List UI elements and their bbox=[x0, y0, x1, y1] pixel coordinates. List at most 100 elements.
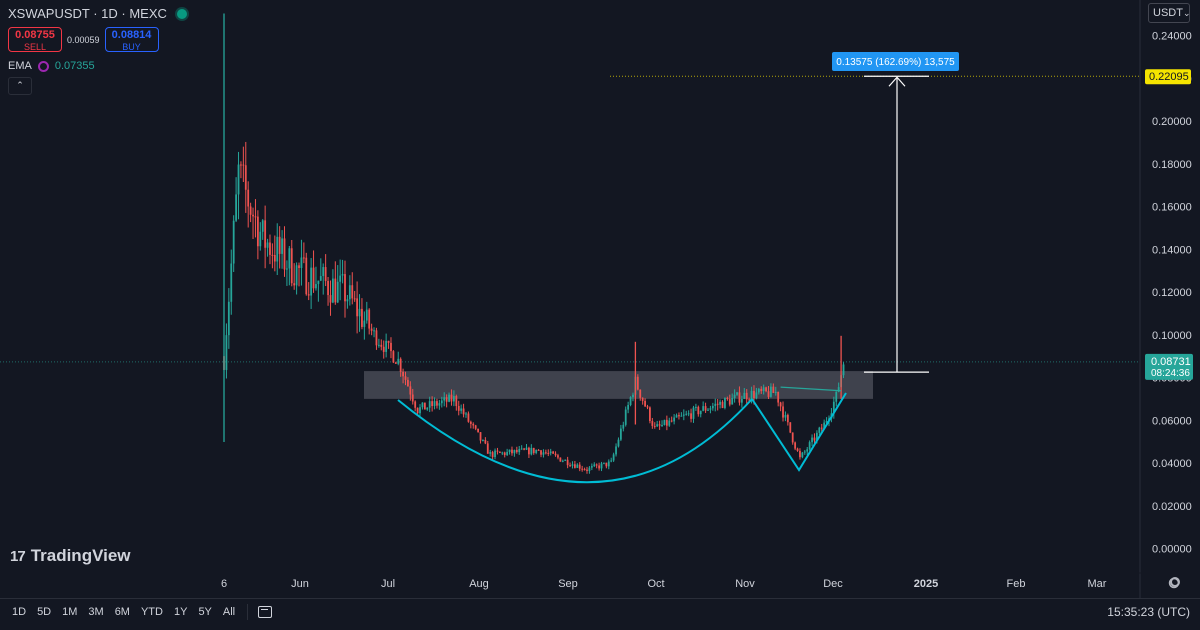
candle-body bbox=[390, 342, 392, 352]
target-price-badge bbox=[1145, 69, 1191, 85]
candle-body bbox=[537, 449, 540, 451]
candle-body bbox=[370, 328, 373, 331]
candle-body bbox=[678, 415, 680, 417]
candle-body bbox=[307, 294, 310, 296]
candle-body bbox=[801, 452, 804, 458]
candle-body bbox=[668, 420, 671, 426]
candle-body bbox=[702, 406, 705, 411]
candle-body bbox=[564, 459, 567, 461]
resistance-zone bbox=[364, 371, 873, 399]
candle-body bbox=[772, 386, 775, 393]
candle-body bbox=[528, 447, 530, 455]
toolbar-divider bbox=[247, 604, 249, 620]
price-countdown: 08:24:36 bbox=[1151, 368, 1190, 379]
candle-body bbox=[225, 335, 228, 370]
candle-body bbox=[252, 214, 254, 217]
range-6m[interactable]: 6M bbox=[114, 606, 130, 618]
price-chart[interactable]: 0.240000.220000.200000.180000.160000.140… bbox=[0, 0, 1200, 598]
calendar-icon[interactable] bbox=[258, 606, 273, 618]
candle-body bbox=[518, 449, 521, 453]
candle-body bbox=[247, 189, 250, 207]
candle-body bbox=[232, 220, 235, 264]
range-5d[interactable]: 5D bbox=[37, 606, 52, 618]
candle-body bbox=[298, 265, 300, 268]
candle-body bbox=[423, 402, 426, 410]
candle-body bbox=[685, 413, 688, 415]
candle-body bbox=[799, 450, 801, 458]
candle-body bbox=[351, 285, 354, 299]
candle-body bbox=[525, 447, 528, 450]
candle-body bbox=[489, 452, 492, 454]
gear-icon[interactable] bbox=[1170, 577, 1180, 587]
y-tick-label: 0.00000 bbox=[1152, 544, 1192, 556]
current-price-badge bbox=[1145, 353, 1193, 380]
candle-body bbox=[818, 427, 821, 433]
currency-selector[interactable]: USDT ⌄ bbox=[1148, 3, 1191, 23]
candle-body bbox=[477, 428, 479, 433]
measure-label: 0.13575 (162.69%) 13,575 bbox=[836, 57, 955, 68]
buy-price: 0.08814 bbox=[111, 29, 152, 41]
range-1y[interactable]: 1Y bbox=[173, 606, 188, 618]
range-3m[interactable]: 3M bbox=[88, 606, 104, 618]
sell-button[interactable]: 0.08755 SELL bbox=[8, 27, 62, 52]
candle-body bbox=[779, 402, 782, 407]
candle-body bbox=[704, 406, 707, 411]
candle-body bbox=[842, 364, 845, 376]
candle-body bbox=[317, 280, 320, 285]
range-5y[interactable]: 5Y bbox=[198, 606, 212, 618]
candle-body bbox=[445, 397, 448, 402]
candle-body bbox=[540, 450, 542, 455]
candle-body bbox=[714, 403, 717, 406]
candle-body bbox=[353, 298, 356, 300]
candle-body bbox=[627, 405, 630, 410]
cup-curve bbox=[397, 398, 753, 484]
ema-label[interactable]: EMA bbox=[8, 60, 32, 72]
y-tick-label: 0.20000 bbox=[1152, 116, 1192, 128]
candle-body bbox=[639, 389, 642, 398]
range-1d[interactable]: 1D bbox=[12, 606, 27, 618]
candle-body bbox=[760, 388, 763, 392]
candle-body bbox=[305, 257, 308, 295]
range-all[interactable]: All bbox=[222, 606, 236, 618]
range-1m[interactable]: 1M bbox=[62, 606, 78, 618]
currency-label: USDT bbox=[1153, 7, 1183, 19]
candle-body bbox=[757, 388, 760, 393]
candle-body bbox=[334, 278, 337, 303]
candle-body bbox=[726, 397, 729, 400]
candle-body bbox=[443, 397, 446, 401]
chart-legend: XSWAPUSDT · 1D · MEXC 0.08755 SELL 0.000… bbox=[8, 6, 187, 95]
candle-body bbox=[835, 391, 838, 402]
candle-body bbox=[290, 248, 293, 284]
candle-body bbox=[576, 464, 579, 468]
candle-body bbox=[377, 344, 380, 346]
tradingview-logo[interactable]: 17 TradingView bbox=[10, 546, 131, 566]
candle-body bbox=[603, 462, 605, 464]
sell-price: 0.08755 bbox=[15, 29, 55, 41]
ema-settings-icon[interactable] bbox=[37, 60, 49, 72]
candle-body bbox=[711, 405, 714, 409]
candle-body bbox=[397, 358, 400, 364]
candle-body bbox=[494, 450, 496, 458]
y-tick-label: 0.02000 bbox=[1152, 501, 1192, 513]
sell-label: SELL bbox=[23, 42, 47, 52]
utc-clock[interactable]: 15:35:23 (UTC) bbox=[1107, 605, 1190, 619]
ema-line bbox=[780, 386, 842, 392]
candle-body bbox=[392, 351, 395, 363]
bottom-toolbar: 1D 5D 1M 3M 6M YTD 1Y 5Y All 15:35:23 (U… bbox=[0, 577, 1200, 625]
x-tick-label: Mar bbox=[1088, 578, 1107, 590]
candle-body bbox=[259, 231, 262, 247]
buy-button[interactable]: 0.08814 BUY bbox=[104, 27, 159, 52]
candle-body bbox=[595, 464, 598, 466]
candle-body bbox=[479, 432, 482, 441]
collapse-legend-button[interactable]: ⌃ bbox=[8, 77, 32, 95]
candle-body bbox=[515, 449, 518, 453]
range-ytd[interactable]: YTD bbox=[140, 606, 163, 618]
x-tick-label: Feb bbox=[1007, 578, 1026, 590]
candle-body bbox=[513, 449, 516, 454]
candle-body bbox=[811, 437, 813, 443]
symbol-title[interactable]: XSWAPUSDT · 1D · MEXC bbox=[8, 6, 167, 21]
candle-body bbox=[554, 453, 557, 456]
candle-body bbox=[310, 267, 313, 296]
candle-body bbox=[327, 280, 329, 296]
candle-body bbox=[656, 424, 659, 427]
